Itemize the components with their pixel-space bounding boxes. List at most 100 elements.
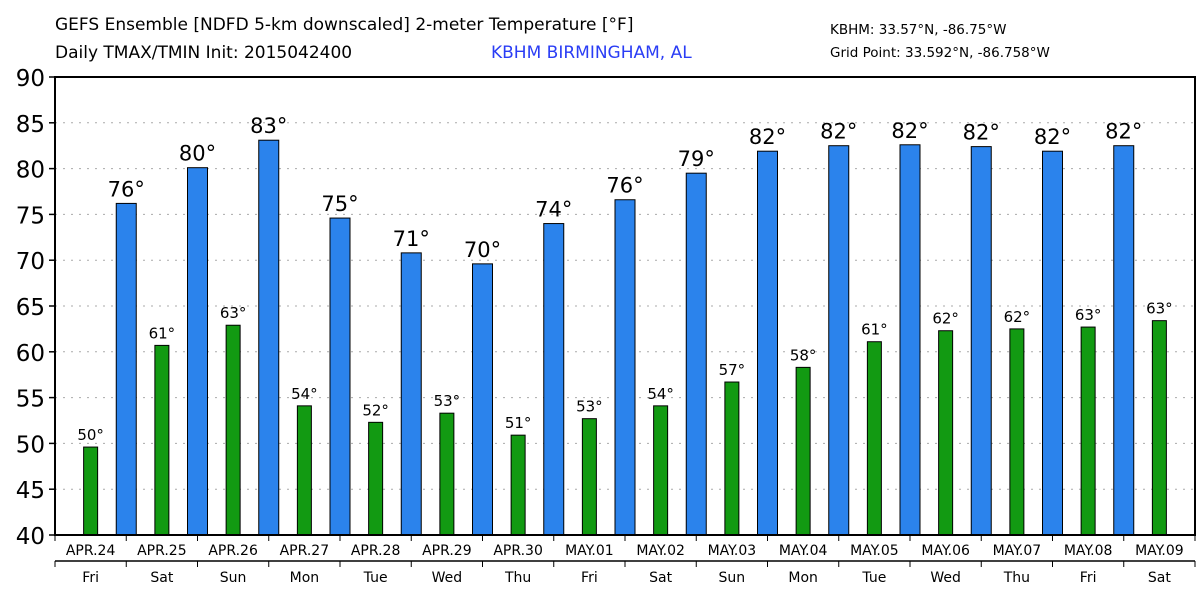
tmin-bar [1009,328,1025,536]
date-label: APR.26 [208,543,258,559]
tmax-label: 75° [321,192,358,216]
tmin-bar [296,405,312,536]
tmax-label: 80° [179,142,216,166]
y-tick-label: 80 [16,158,45,184]
tmax-bar [757,150,778,536]
weekday-label: Sun [220,570,247,586]
weekday-label: Thu [1003,570,1030,586]
tmin-bar [1080,326,1096,536]
date-label: APR.24 [66,543,116,559]
tmin-label: 51° [505,414,532,432]
weekday-label: Fri [1080,570,1097,586]
tmax-label: 74° [535,198,572,222]
date-label: MAY.09 [1135,543,1184,559]
date-label: APR.30 [493,543,543,559]
date-label: MAY.04 [779,543,828,559]
tmax-bar [685,172,707,536]
date-label: MAY.03 [708,543,757,559]
tmin-bar [1151,320,1167,536]
tmin-bar [795,366,811,536]
tmin-bar [225,324,241,536]
tmin-label: 62° [1004,308,1031,326]
tmax-label: 82° [963,121,1000,145]
tmax-label: 82° [1105,120,1142,144]
tmax-label: 83° [250,114,287,138]
tmax-bar [970,146,992,536]
weekday-label: Sat [649,570,672,586]
y-tick-label: 75 [16,203,45,229]
tmin-bar [510,434,526,536]
y-tick-label: 55 [16,387,45,413]
weekday-label: Wed [930,570,961,586]
tmin-bar [83,446,99,536]
tmin-bar [653,405,669,536]
tmax-label: 76° [606,174,643,198]
chart-subtitle: Daily TMAX/TMIN Init: 2015042400 [55,43,353,63]
chart-title: GEFS Ensemble [NDFD 5-km downscaled] 2-m… [55,15,634,35]
date-label: APR.29 [422,543,472,559]
tmin-label: 54° [291,385,318,403]
tmin-bar [581,418,597,536]
tmax-bar [187,167,208,536]
date-label: APR.28 [351,543,401,559]
tmin-label: 50° [77,426,104,444]
tmin-bar [938,330,954,536]
y-tick-label: 85 [16,112,45,138]
tmin-label: 63° [1075,306,1102,324]
tmin-bar [154,344,170,536]
tmax-bar [400,252,422,536]
tmin-label: 63° [1146,300,1173,318]
y-tick-label: 40 [16,524,45,550]
date-label: APR.25 [137,543,187,559]
date-label: MAY.08 [1064,543,1113,559]
station-coords: KBHM: 33.57°N, -86.75°W [830,22,1007,38]
tmax-bar [329,217,351,536]
weekday-label: Wed [432,570,463,586]
weekday-label: Sat [1148,570,1171,586]
tmax-bar [899,144,921,536]
tmax-label: 82° [1034,125,1071,149]
weekday-label: Fri [581,570,598,586]
station-name: KBHM BIRMINGHAM, AL [491,43,692,63]
weekday-label: Mon [788,570,818,586]
weekday-label: Mon [290,570,320,586]
tmin-bar [724,381,740,536]
tmin-label: 53° [576,398,603,416]
y-tick-label: 50 [16,432,45,458]
weekday-label: Tue [363,570,388,586]
tmax-label: 79° [678,147,715,171]
tmax-label: 76° [108,177,145,201]
tmin-label: 63° [220,304,247,322]
grid-point-coords: Grid Point: 33.592°N, -86.758°W [830,45,1050,61]
tmin-label: 62° [932,310,959,328]
tmin-label: 53° [434,392,461,410]
date-label: MAY.05 [850,543,899,559]
weekday-label: Sat [150,570,173,586]
tmin-label: 52° [362,401,389,419]
tmax-bar [543,223,565,536]
date-label: MAY.02 [636,543,685,559]
tmax-label: 82° [820,120,857,144]
date-label: MAY.07 [993,543,1042,559]
date-label: MAY.06 [921,543,970,559]
tmin-label: 61° [861,321,888,339]
tmin-label: 54° [647,385,674,403]
tmin-bar [439,412,455,536]
tmax-label: 71° [393,227,430,251]
tmin-label: 58° [790,346,817,364]
tmax-bar [614,199,636,536]
date-label: APR.27 [280,543,330,559]
tmax-bar [1042,150,1063,536]
y-tick-label: 45 [16,478,45,504]
tmax-bar [828,145,850,536]
tmin-label: 57° [719,361,746,379]
tmax-bar [258,139,280,536]
tmax-label: 70° [464,238,501,262]
y-tick-label: 65 [16,295,45,321]
tmax-bar [1113,145,1135,536]
tmin-label: 61° [149,324,176,342]
weekday-label: Thu [504,570,531,586]
date-label: MAY.01 [565,543,614,559]
